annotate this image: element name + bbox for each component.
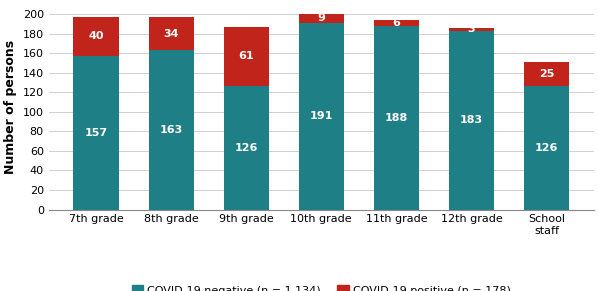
Legend: COVID-19 negative (n = 1,134), COVID-19 positive (n = 178): COVID-19 negative (n = 1,134), COVID-19 … <box>127 281 515 291</box>
Text: 163: 163 <box>160 125 183 135</box>
Bar <box>148 17 194 50</box>
Text: 191: 191 <box>310 111 333 121</box>
Text: 9: 9 <box>318 13 325 23</box>
Text: 126: 126 <box>535 143 558 153</box>
Text: 188: 188 <box>385 113 408 123</box>
Text: 34: 34 <box>163 29 179 38</box>
Bar <box>224 27 269 86</box>
Y-axis label: Number of persons: Number of persons <box>4 40 17 174</box>
Bar <box>449 31 494 210</box>
Bar <box>299 14 344 23</box>
Bar <box>74 56 118 210</box>
Bar <box>374 26 419 210</box>
Bar <box>374 20 419 26</box>
Text: 6: 6 <box>392 18 400 28</box>
Text: 183: 183 <box>460 115 483 125</box>
Bar <box>224 86 269 210</box>
Bar <box>74 17 118 56</box>
Text: 126: 126 <box>234 143 258 153</box>
Bar <box>299 23 344 210</box>
Text: 40: 40 <box>89 31 104 41</box>
Bar <box>524 86 569 210</box>
Text: 61: 61 <box>239 52 254 61</box>
Bar <box>449 28 494 31</box>
Text: 3: 3 <box>468 24 475 34</box>
Bar <box>524 62 569 86</box>
Text: 25: 25 <box>539 69 554 79</box>
Text: 157: 157 <box>84 128 108 138</box>
Bar <box>148 50 194 210</box>
